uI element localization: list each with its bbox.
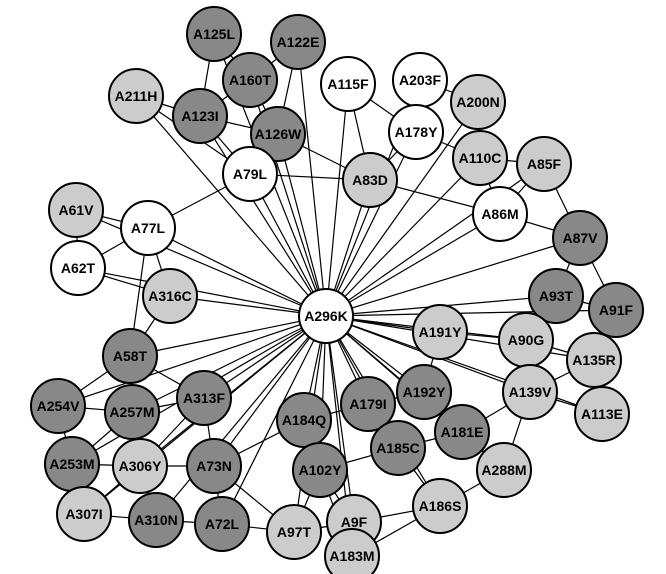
node-A125L: A125L	[187, 7, 241, 61]
node-A115F: A115F	[321, 57, 375, 111]
node-circle	[223, 147, 277, 201]
node-circle	[499, 313, 553, 367]
node-A77L: A77L	[121, 201, 175, 255]
node-A58T: A58T	[103, 329, 157, 383]
node-circle	[413, 479, 467, 533]
node-circle	[223, 53, 277, 107]
node-circle	[293, 443, 347, 497]
node-A307I: A307I	[57, 487, 111, 541]
node-circle	[435, 405, 489, 459]
node-circle	[57, 487, 111, 541]
node-circle	[195, 497, 249, 551]
node-circle	[277, 393, 331, 447]
node-A288M: A288M	[477, 443, 531, 497]
node-A97T: A97T	[267, 505, 321, 559]
node-A139V: A139V	[503, 365, 557, 419]
node-circle	[575, 387, 629, 441]
edge	[326, 214, 500, 316]
node-circle	[517, 137, 571, 191]
node-circle	[567, 333, 621, 387]
node-circle	[321, 57, 375, 111]
node-A181E: A181E	[435, 405, 489, 459]
node-circle	[121, 201, 175, 255]
node-A185C: A185C	[371, 421, 425, 475]
node-circle	[451, 75, 505, 129]
node-circle	[187, 7, 241, 61]
node-A178Y: A178Y	[389, 105, 443, 159]
node-circle	[113, 439, 167, 493]
node-A86M: A86M	[473, 187, 527, 241]
node-circle	[105, 385, 159, 439]
node-circle	[325, 529, 379, 574]
node-circle	[299, 289, 353, 343]
node-A186S: A186S	[413, 479, 467, 533]
node-circle	[393, 53, 447, 107]
node-A254V: A254V	[31, 379, 85, 433]
node-A113E: A113E	[575, 387, 629, 441]
node-A110C: A110C	[453, 131, 507, 185]
node-A72L: A72L	[195, 497, 249, 551]
node-circle	[477, 443, 531, 497]
node-circle	[103, 329, 157, 383]
node-A122E: A122E	[271, 15, 325, 69]
node-circle	[31, 379, 85, 433]
node-circle	[473, 187, 527, 241]
node-A90G: A90G	[499, 313, 553, 367]
node-A310N: A310N	[129, 493, 183, 547]
node-circle	[267, 505, 321, 559]
node-circle	[271, 15, 325, 69]
node-circle	[413, 305, 467, 359]
node-circle	[109, 69, 163, 123]
node-A191Y: A191Y	[413, 305, 467, 359]
node-A313F: A313F	[177, 371, 231, 425]
node-A87V: A87V	[553, 211, 607, 265]
node-A102Y: A102Y	[293, 443, 347, 497]
node-A73N: A73N	[187, 439, 241, 493]
node-A135R: A135R	[567, 333, 621, 387]
edge	[78, 268, 326, 316]
node-circle	[45, 437, 99, 491]
node-A91F: A91F	[589, 283, 643, 337]
node-circle	[503, 365, 557, 419]
node-A160T: A160T	[223, 53, 277, 107]
node-A62T: A62T	[51, 241, 105, 295]
node-A306Y: A306Y	[113, 439, 167, 493]
node-A184Q: A184Q	[277, 393, 331, 447]
node-A316C: A316C	[143, 269, 197, 323]
node-circle	[343, 153, 397, 207]
node-A85F: A85F	[517, 137, 571, 191]
node-circle	[453, 131, 507, 185]
node-A296K: A296K	[299, 289, 353, 343]
node-circle	[49, 183, 103, 237]
node-circle	[129, 493, 183, 547]
node-A211H: A211H	[109, 69, 163, 123]
node-circle	[397, 365, 451, 419]
node-circle	[389, 105, 443, 159]
node-A123I: A123I	[173, 89, 227, 143]
network-graph: A296K A125L A122EA160T A115F A203FA200N A211H…	[0, 0, 666, 574]
nodes-layer: A296K A125L A122EA160T A115F A203FA200N A211H…	[31, 7, 643, 574]
node-A253M: A253M	[45, 437, 99, 491]
node-circle	[51, 241, 105, 295]
node-circle	[589, 283, 643, 337]
node-A257M: A257M	[105, 385, 159, 439]
node-A83D: A83D	[343, 153, 397, 207]
node-A79L: A79L	[223, 147, 277, 201]
node-circle	[177, 371, 231, 425]
node-circle	[173, 89, 227, 143]
node-circle	[143, 269, 197, 323]
node-A192Y: A192Y	[397, 365, 451, 419]
node-circle	[553, 211, 607, 265]
node-A200N: A200N	[451, 75, 505, 129]
node-circle	[371, 421, 425, 475]
node-A203F: A203F	[393, 53, 447, 107]
node-A183M: A183M	[325, 529, 379, 574]
node-circle	[187, 439, 241, 493]
node-A61V: A61V	[49, 183, 103, 237]
